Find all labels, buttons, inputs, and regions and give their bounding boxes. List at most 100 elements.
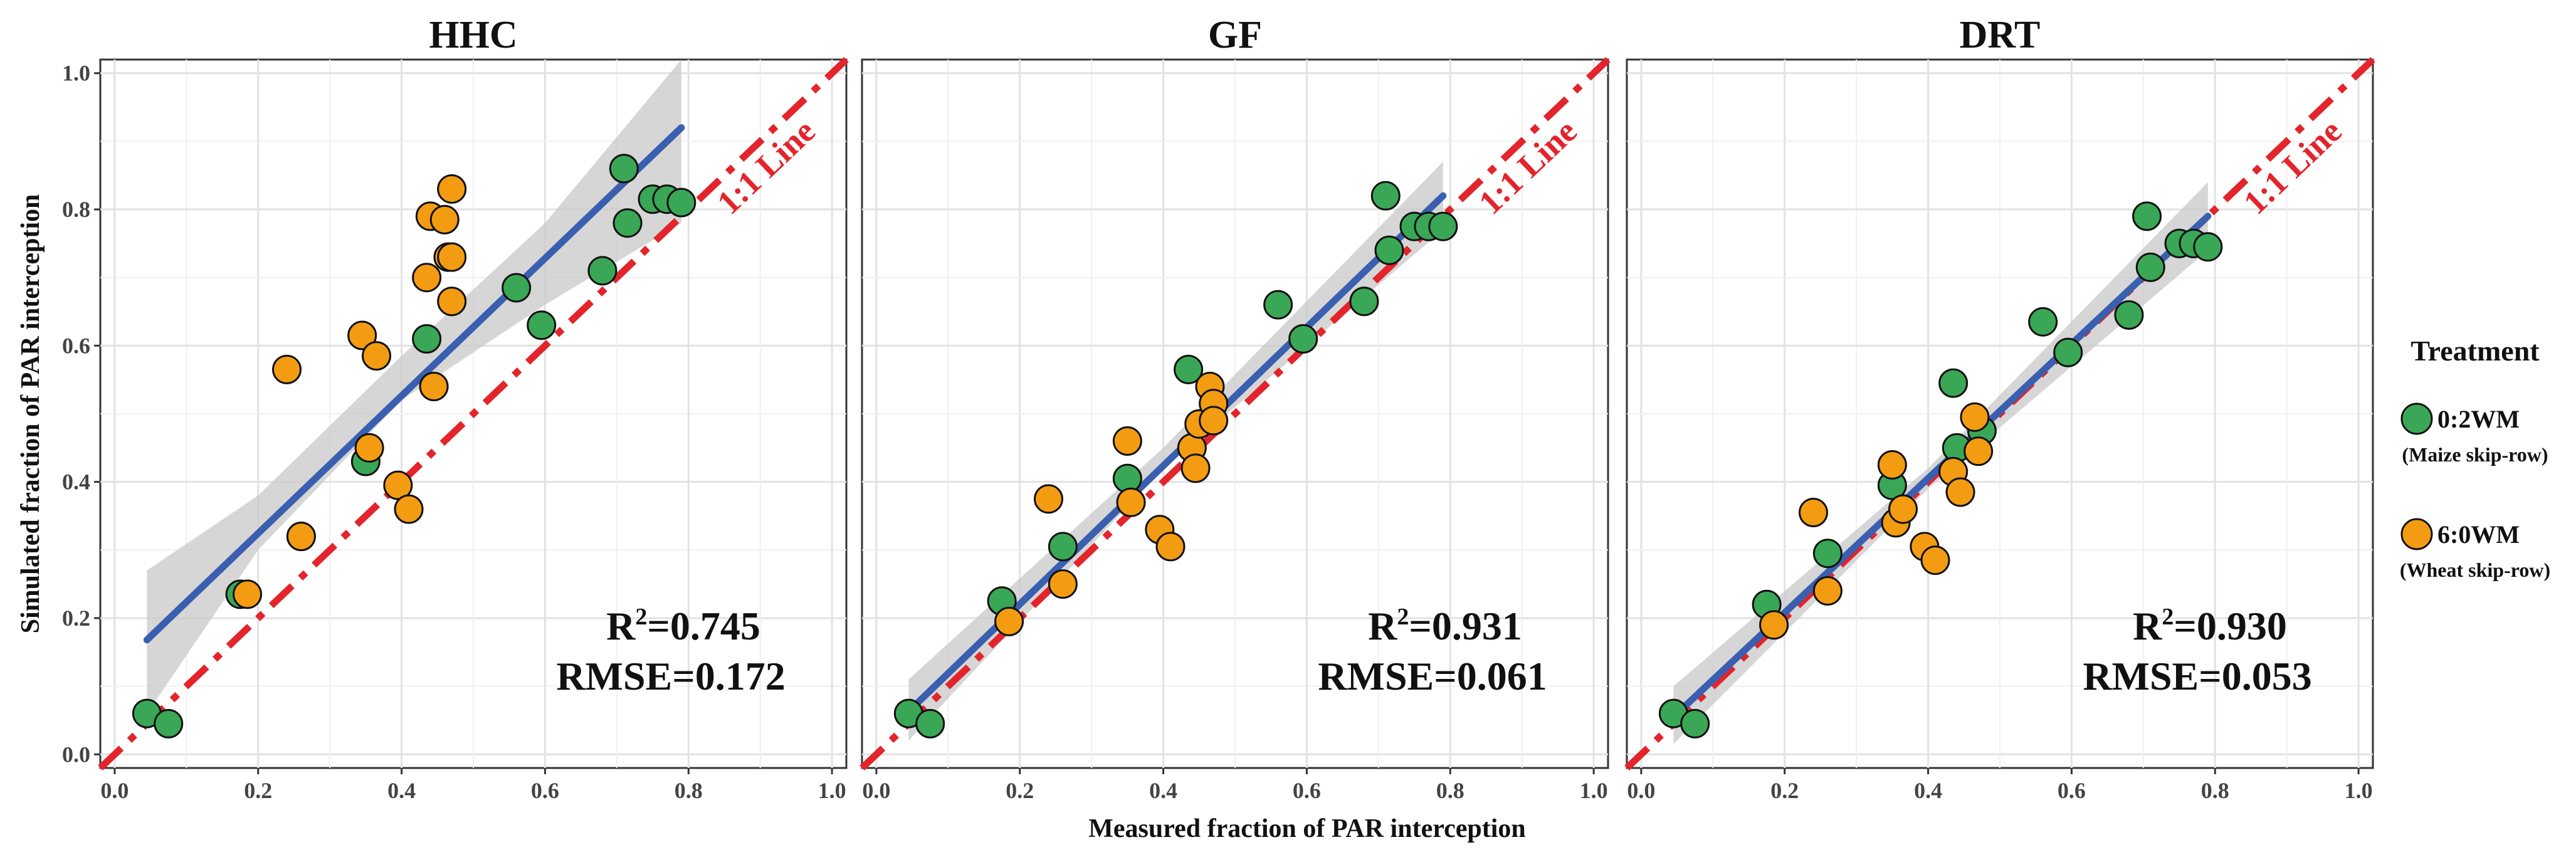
- point-gf-0-2wm-9: [1370, 181, 1401, 211]
- point-drt-6-0wm-2: [1812, 576, 1843, 606]
- point-drt-6-0wm-5: [1888, 494, 1918, 524]
- point-gf-0-2wm-6: [1263, 290, 1293, 320]
- point-drt-0-2wm-5: [1938, 368, 1969, 398]
- r2-text-drt: R2=0.930: [2133, 604, 2287, 648]
- point-gf-0-2wm-7: [1288, 323, 1318, 354]
- reference-line-path-hhc: [98, 57, 849, 770]
- x-tick-label-gf-1: 0.2: [1006, 778, 1034, 803]
- x-tick-label-hhc-3: 0.6: [531, 778, 559, 803]
- legend-marker-6-0wm: [2400, 518, 2433, 550]
- reference-line-hhc: [98, 57, 849, 770]
- point-hhc-0-2wm-7: [527, 310, 557, 340]
- point-gf-0-2wm-13: [1428, 211, 1458, 241]
- point-drt-6-0wm-9: [1945, 477, 1975, 507]
- y-tick-label-hhc-1: 0.2: [62, 606, 90, 631]
- x-tick-label-hhc-0: 0.0: [100, 778, 129, 803]
- point-gf-6-0wm-6: [1155, 532, 1185, 562]
- reference-line-gf: [860, 57, 1611, 770]
- panel-title-gf: GF: [1208, 14, 1262, 56]
- point-drt-0-2wm-1: [1680, 708, 1710, 739]
- legend-label-6-0wm: 6:0WM: [2437, 520, 2520, 549]
- point-hhc-0-2wm-8: [587, 256, 618, 286]
- x-tick-label-gf-0: 0.0: [862, 778, 890, 803]
- point-gf-6-0wm-2: [1048, 569, 1078, 599]
- reference-line-path-gf: [860, 57, 1611, 770]
- y-axis-title: Simulated fraction of PAR interception: [16, 194, 45, 634]
- x-tick-label-hhc-5: 1.0: [818, 778, 846, 803]
- x-tick-label-drt-3: 0.6: [2058, 778, 2086, 803]
- point-drt-6-0wm-11: [1964, 436, 1994, 466]
- x-tick-label-hhc-2: 0.4: [387, 778, 416, 803]
- legend-sublabel-0-2wm: (Maize skip-row): [2402, 443, 2548, 466]
- point-drt-0-2wm-3: [1812, 539, 1843, 569]
- grid-gf: [862, 60, 1608, 768]
- point-gf-0-2wm-1: [915, 708, 945, 739]
- point-hhc-6-0wm-8: [412, 263, 442, 293]
- point-gf-6-0wm-4: [1116, 487, 1146, 517]
- point-drt-0-2wm-8: [2028, 307, 2058, 337]
- point-hhc-0-2wm-5: [412, 323, 442, 354]
- point-drt-6-0wm-10: [1960, 402, 1990, 432]
- grid-hhc: [100, 60, 846, 768]
- x-tick-label-drt-2: 0.4: [1914, 778, 1942, 803]
- rmse-text-gf: RMSE=0.061: [1318, 654, 1547, 698]
- legend-sublabel-6-0wm: (Wheat skip-row): [2400, 559, 2550, 581]
- point-gf-0-2wm-5: [1174, 354, 1204, 384]
- legend-marker-0-2wm: [2400, 402, 2433, 435]
- x-tick-label-hhc-4: 0.8: [675, 778, 703, 803]
- x-ticks-gf: 0.0 0.2 0.4 0.6 0.8 1.0: [862, 768, 1608, 803]
- legend: Treatment 0:2WM (Maize skip-row) 6:0WM (…: [2400, 335, 2550, 581]
- point-hhc-0-2wm-6: [502, 273, 532, 303]
- point-hhc-0-2wm-9: [609, 154, 639, 184]
- point-gf-6-0wm-8: [1180, 453, 1211, 483]
- point-gf-0-2wm-8: [1349, 287, 1379, 317]
- point-drt-0-2wm-15: [2193, 232, 2223, 262]
- panel-gf: GF 0.0 0.2 0.4 0.6 0.8 1.0 1:1 Line R2=0.931 …: [860, 14, 1611, 803]
- x-tick-label-drt-1: 0.2: [1770, 778, 1799, 803]
- x-axis-title: Measured fraction of PAR interception: [1088, 814, 1526, 843]
- point-hhc-6-0wm-1: [272, 354, 302, 384]
- point-hhc-6-0wm-4: [354, 433, 384, 463]
- panel-title-hhc: HHC: [429, 14, 517, 56]
- rmse-text-drt: RMSE=0.053: [2083, 654, 2311, 698]
- point-drt-0-2wm-10: [2114, 300, 2144, 330]
- panel-title-drt: DRT: [1960, 14, 2041, 56]
- point-hhc-0-2wm-1: [154, 708, 184, 739]
- x-ticks-drt: 0.0 0.2 0.4 0.6 0.8 1.0: [1627, 768, 2373, 803]
- points-drt: [1658, 201, 2223, 739]
- y-ticks-hhc: 0.0 0.2 0.4 0.6 0.8 1.0: [62, 61, 100, 767]
- r2-text-hhc: R2=0.745: [606, 604, 760, 648]
- point-gf-0-2wm-3: [1048, 532, 1078, 562]
- point-drt-0-2wm-9: [2053, 337, 2083, 367]
- x-tick-label-gf-4: 0.8: [1436, 778, 1464, 803]
- point-hhc-0-2wm-10: [612, 208, 643, 238]
- point-drt-6-0wm-1: [1799, 498, 1828, 528]
- panel-hhc: HHC 0.0 0.2 0.4 0.6 0.8 1.0 0.0 0.2 0.4 0.6 0.8 1.…: [62, 14, 849, 803]
- point-drt-6-0wm-3: [1877, 450, 1907, 480]
- point-hhc-6-0wm-2: [286, 522, 316, 552]
- point-hhc-6-0wm-14: [437, 174, 467, 204]
- legend-title: Treatment: [2410, 335, 2540, 367]
- point-drt-6-0wm-7: [1920, 545, 1950, 576]
- x-tick-label-hhc-1: 0.2: [244, 778, 272, 803]
- x-ticks-hhc: 0.0 0.2 0.4 0.6 0.8 1.0: [100, 768, 846, 803]
- point-hhc-6-0wm-10: [419, 372, 449, 402]
- y-tick-label-hhc-3: 0.6: [62, 333, 90, 358]
- point-gf-6-0wm-0: [994, 606, 1024, 636]
- point-drt-0-2wm-12: [2135, 252, 2165, 282]
- x-tick-label-gf-5: 1.0: [1580, 778, 1608, 803]
- point-hhc-6-0wm-0: [233, 579, 263, 609]
- point-hhc-6-0wm-7: [394, 494, 424, 524]
- x-tick-label-drt-5: 1.0: [2345, 778, 2373, 803]
- y-tick-label-hhc-2: 0.4: [62, 470, 90, 495]
- point-hhc-6-0wm-3: [347, 320, 377, 350]
- points-hhc: [132, 154, 697, 739]
- x-tick-label-drt-0: 0.0: [1627, 778, 1655, 803]
- point-gf-6-0wm-12: [1199, 406, 1229, 436]
- point-drt-0-2wm-11: [2132, 201, 2162, 231]
- point-hhc-6-0wm-15: [437, 242, 467, 272]
- y-tick-label-hhc-5: 1.0: [62, 61, 90, 86]
- point-gf-6-0wm-3: [1112, 426, 1142, 456]
- panel-drt: DRT 0.0 0.2 0.4 0.6 0.8 1.0 1:1 Line R2=0.930…: [1624, 14, 2375, 803]
